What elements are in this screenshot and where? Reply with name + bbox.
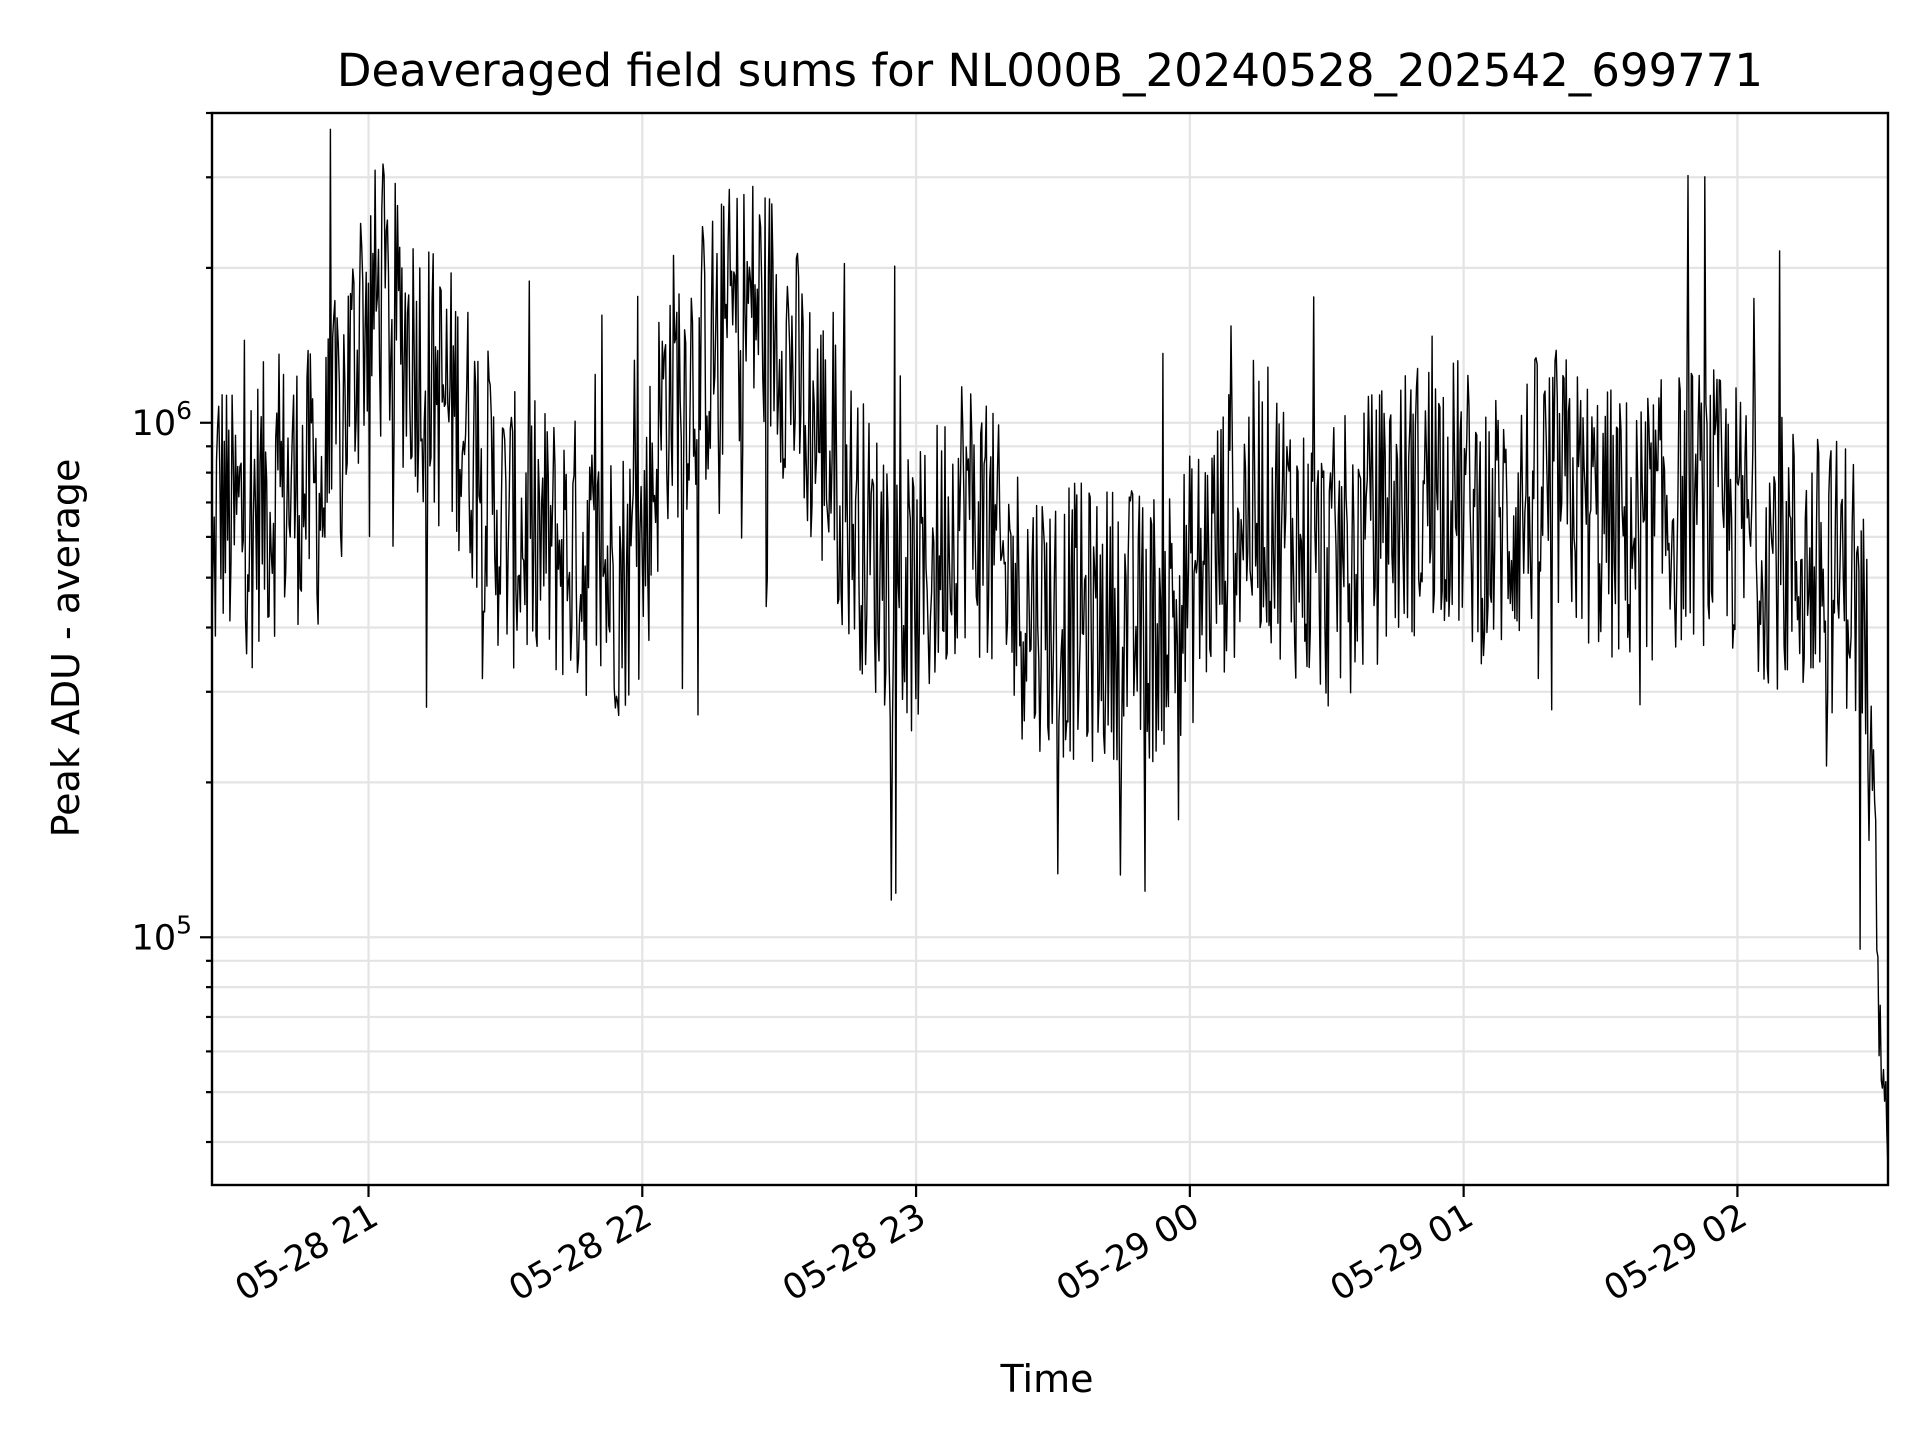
y-axis-label: Peak ADU - average [44,459,88,838]
x-axis-label: Time [1000,1357,1094,1401]
chart-title: Deaveraged field sums for NL000B_2024052… [337,44,1763,97]
series-line [211,128,1889,1170]
y-tick-label: 106 [132,396,192,444]
plot-frame [210,111,1890,1187]
y-tick-label: 105 [132,910,192,958]
series-layer [211,128,1889,1170]
